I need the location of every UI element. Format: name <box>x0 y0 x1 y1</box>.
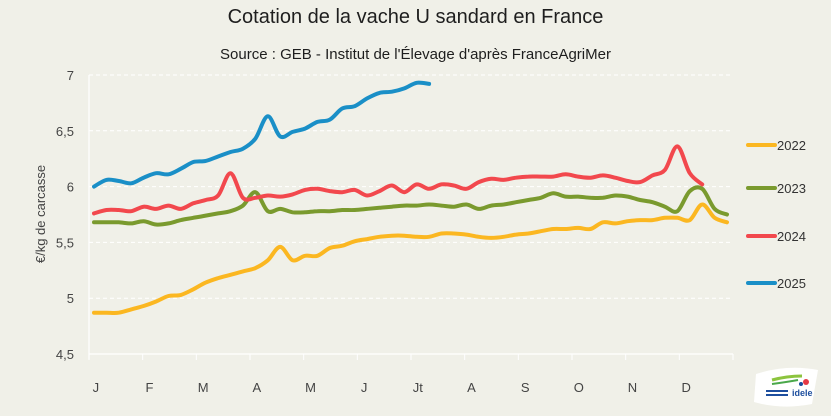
x-tick-label: F <box>146 380 154 395</box>
legend-label-2022: 2022 <box>777 138 806 153</box>
legend-label-2024: 2024 <box>777 229 806 244</box>
y-tick-label: 4,5 <box>56 347 74 362</box>
x-tick-label: O <box>574 380 584 395</box>
y-tick-label: 5 <box>67 291 74 306</box>
y-tick-label: 5,5 <box>56 235 74 250</box>
y-tick-label: 6,5 <box>56 124 74 139</box>
legend-label-2023: 2023 <box>777 181 806 196</box>
series-line-2023 <box>92 185 729 227</box>
series-line-2025 <box>92 80 432 189</box>
svg-text:idele: idele <box>792 388 813 398</box>
series-line-2022 <box>92 202 729 315</box>
x-tick-label: J <box>93 380 100 395</box>
x-tick-label: D <box>681 380 690 395</box>
x-tick-label: A <box>467 380 476 395</box>
y-axis-label: €/kg de carcasse <box>33 165 48 263</box>
x-tick-label: S <box>521 380 530 395</box>
series-line-2024 <box>92 144 705 216</box>
y-tick-label: 6 <box>67 180 74 195</box>
y-tick-label: 7 <box>67 68 74 83</box>
chart-subtitle: Source : GEB - Institut de l'Élevage d'a… <box>220 46 611 63</box>
x-tick-label: J <box>361 380 368 395</box>
chart-title: Cotation de la vache U sandard en France <box>227 6 604 28</box>
x-tick-label: M <box>305 380 316 395</box>
x-tick-label: N <box>628 380 637 395</box>
x-tick-label: A <box>252 380 261 395</box>
x-tick-label: M <box>198 380 209 395</box>
x-tick-label: Jt <box>413 380 424 395</box>
idele-logo: idele <box>752 364 822 410</box>
legend-label-2025: 2025 <box>777 276 806 291</box>
